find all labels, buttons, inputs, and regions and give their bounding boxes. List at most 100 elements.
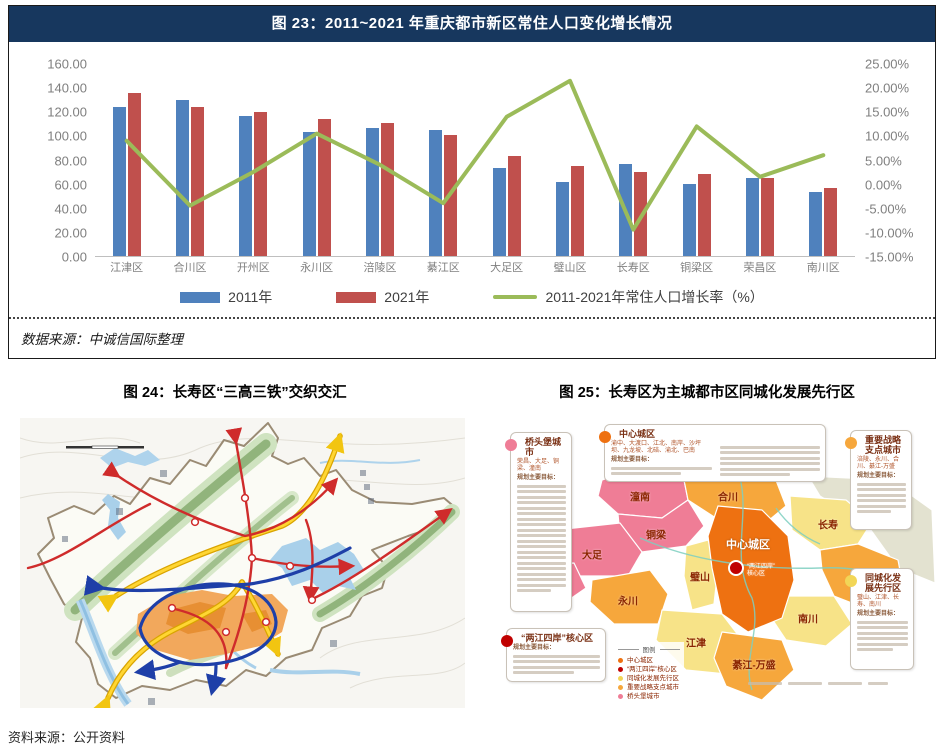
ring-roads [83,546,352,697]
legend-swatch-bar [336,291,377,303]
chart-category-labels: 江津区 合川区 开州区 永川区 涪陵区 綦江区 大足区 璧山区 长寿区 铜梁区 荣昌区 南川区 [95,256,855,275]
bar-group [792,64,855,256]
callout-strategic: 重要战略支点城市 涪陵、永川、合川、綦江-万盛 规划主要目标： [845,430,912,530]
category-label: 璧山区 [553,262,587,274]
callout-central-city: 中心城区 渝中、大渡口、江北、南岸、沙坪坝、九龙坡、北碚、渝北、巴南 规划主要目… [599,424,826,482]
region-label-yongchuan: 永川 [618,596,638,608]
callout-core-area: “两江四岸”核心区 规划主要目标： [501,628,606,682]
callout-title: 重要战略支点城市 [865,435,902,455]
map25-legend: 图例 中心城区 “两江四岸”核心区 同城化发展先行区 重要战略支点城市 桥头堡城… [614,642,684,703]
region-yongchuan [589,569,669,625]
region-label-changshou: 长寿 [818,520,838,532]
legend-item: 2011年 [180,287,272,307]
left-axis-tick: 60.00 [54,177,87,193]
legend-label: 2011年 [228,289,273,305]
category-label: 合川区 [173,262,207,274]
callout-goal-label: 规划主要目标： [611,457,654,463]
region-label-dazu: 大足 [582,550,602,562]
region-label-nanchuan: 南川 [798,614,818,626]
region-label-tongnan: 潼南 [630,492,650,504]
category-label: 涪陵区 [363,262,397,274]
bar-2011年 [745,178,759,256]
callout-goal-label: 规划主要目标： [513,645,556,651]
illegible-label-marks [62,470,374,705]
legend-dot-tongcheng [618,676,623,681]
region-label-tongliang: 铜梁 [646,530,666,542]
changshou-transport-map [20,418,465,708]
core-dot-icon [501,635,513,647]
category-label: 江津区 [110,262,144,274]
bar-group [475,64,538,256]
bar-2021年 [824,187,838,256]
category-label: 荣昌区 [743,262,777,274]
callout-title: “两江四岸”核心区 [521,633,594,643]
callout-cities: 渝中、大渡口、江北、南岸、沙坪坝、九龙坡、北碚、渝北、巴南 [611,441,702,454]
callout-cities: 荣昌、大足、铜梁、潼南 [517,459,560,472]
chart-source-note: 数据来源：中诚信国际整理 [21,332,183,347]
callout-title: 同城化发展先行区 [865,573,902,593]
bar-2011年 [239,115,253,256]
region-label-hechuan: 合川 [718,492,738,504]
region-label-bishan: 璧山 [690,572,710,584]
bar-2021年 [570,166,584,256]
left-axis-tick: 160.00 [47,56,87,72]
callout-tongcheng: 同城化发展先行区 璧山、江津、长寿、南川 规划主要目标： [845,568,914,670]
category-label: 永川区 [300,262,334,274]
callout-cities: 涪陵、永川、合川、綦江-万盛 [857,457,900,470]
bar-group [158,64,221,256]
figure25-caption: 图 25：长寿区为主城都市区同城化发展先行区 [559,385,855,401]
legend-label: 桥头堡城市 [627,693,660,700]
bar-2021年 [380,122,394,256]
category-label: 开州区 [236,262,270,274]
central-dot-icon [599,431,611,443]
callout-title: 中心城区 [619,429,656,439]
legend-label: “两江四岸”核心区 [627,666,677,673]
core-area-dot [728,560,744,576]
category-label: 铜梁区 [680,262,714,274]
scale-bar [66,445,144,449]
right-axis-tick: 0.00% [865,177,902,193]
region-label-jiangjin: 江津 [686,638,706,650]
legend-label: 同城化发展先行区 [627,675,679,682]
growth-rate-polyline [127,81,824,230]
bar-2021年 [317,119,331,256]
left-axis-tick: 140.00 [47,80,87,96]
core-area-label: “两江四岸” 核心区 [747,564,775,577]
legend-dot-strategic [618,685,623,690]
bar-2021年 [760,178,774,256]
legend-swatch-line [493,295,538,299]
category-label: 长寿区 [616,262,650,274]
figure-captions-row: 图 24：长寿区“三高三铁”交织交汇 图 25：长寿区为主城都市区同城化发展先行… [0,381,944,402]
region-central-city [707,505,795,633]
bar-group [538,64,601,256]
left-axis-tick: 0.00 [61,249,87,265]
left-axis-tick: 100.00 [47,128,87,144]
bar-2011年 [682,184,696,256]
right-axis-tick: 20.00% [865,80,910,96]
right-axis-tick: -10.00% [865,225,914,241]
legend-item: 2021年 [336,287,429,307]
right-axis-tick: -5.00% [865,201,907,217]
expressway-lines [26,427,453,670]
interchange-symbols [167,493,317,637]
bar-group [222,64,285,256]
region-label-qijiang: 綦江-万盛 [732,660,776,672]
bar-group [665,64,728,256]
callout-goal-label: 规划主要目标： [857,611,900,617]
legend-dot-bridgehead [618,694,623,699]
callout-goal-label: 规划主要目标： [857,473,900,479]
left-axis-tick: 20.00 [54,225,87,241]
callout-cities: 璧山、江津、长寿、南川 [857,595,900,608]
bar-group [728,64,791,256]
bar-group [285,64,348,256]
bar-group [95,64,158,256]
left-axis-tick: 40.00 [54,201,87,217]
bar-2021年 [254,112,268,256]
right-axis-tick: 25.00% [865,56,910,72]
left-axis-tick: 80.00 [54,153,87,168]
figure23-title: 图 23：2011~2021 年重庆都市新区常住人口变化增长情况 [9,6,935,42]
right-axis-tick: -15.00% [865,249,914,265]
category-label: 南川区 [806,262,840,274]
legend-label: 2021年 [384,289,430,305]
bar-2011年 [112,107,126,256]
